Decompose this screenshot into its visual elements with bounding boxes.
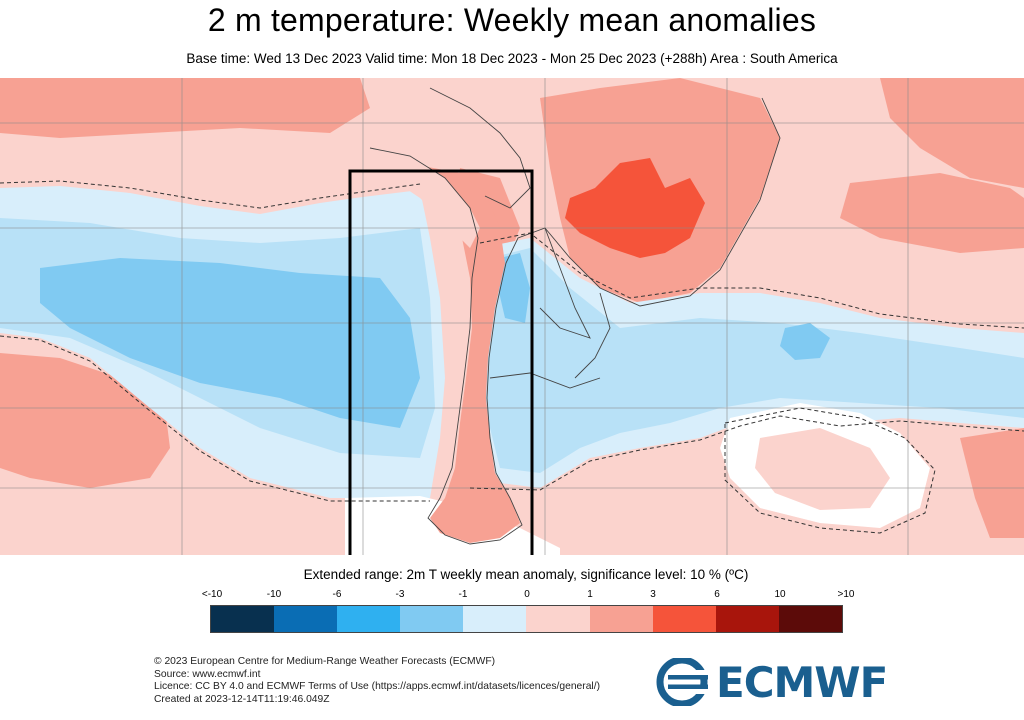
- anomaly-region-moderate-negative: [498, 253, 530, 323]
- anomaly-region-positive: [755, 428, 890, 510]
- highlight-box: [348, 169, 534, 555]
- credits-source: Source: www.ecmwf.int: [154, 668, 261, 680]
- legend-swatch: [400, 606, 464, 632]
- anomaly-region-negative: [485, 248, 1024, 473]
- legend-label: 1: [587, 589, 593, 600]
- legend-swatch: [463, 606, 527, 632]
- legend-swatch: [589, 606, 653, 632]
- legend-title: Extended range: 2m T weekly mean anomaly…: [303, 567, 749, 582]
- page-title: 2 m temperature: Weekly mean anomalies: [207, 2, 817, 38]
- legend-swatch: [652, 606, 716, 632]
- ecmwf-logo-icon: [656, 658, 710, 706]
- legend-swatch: [337, 606, 401, 632]
- ecmwf-logo-text: ECMWF: [716, 657, 888, 707]
- anomaly-region-moderate-negative: [40, 258, 420, 428]
- legend-label: 3: [650, 589, 656, 600]
- legend-label: -10: [266, 589, 282, 600]
- anomaly-region-strong-positive: [565, 158, 705, 258]
- legend-label: -1: [458, 589, 468, 600]
- credits-copyright: © 2023 European Centre for Medium-Range …: [154, 656, 496, 667]
- coastlines: [369, 87, 781, 545]
- credits-licence: Licence: CC BY 4.0 and ECMWF Terms of Us…: [154, 681, 601, 692]
- legend-swatch: [526, 606, 590, 632]
- graticule: [0, 78, 1024, 555]
- legend-label: <-10: [201, 589, 223, 600]
- anomaly-region-positive: [960, 428, 1024, 538]
- legend-label: -3: [395, 589, 405, 600]
- legend-label: 6: [714, 589, 720, 600]
- legend-labels: <-10 -10 -6 -3 -1 0 1 3 6 10 >10: [180, 589, 880, 603]
- legend-label: -6: [332, 589, 342, 600]
- legend-swatch: [715, 606, 779, 632]
- land-chile-argentina: [380, 158, 520, 543]
- legend-label: 10: [774, 589, 786, 600]
- anomaly-map: [0, 78, 1024, 555]
- credits-created: Created at 2023-12-14T11:19:46.049Z: [154, 693, 330, 705]
- legend-swatch: [211, 606, 275, 632]
- anomaly-region-positive: [0, 78, 370, 138]
- legend-label: 0: [524, 589, 530, 600]
- anomaly-region-positive: [880, 78, 1024, 188]
- legend-swatch: [778, 606, 842, 632]
- anomaly-region-positive: [840, 173, 1024, 253]
- legend-swatch: [274, 606, 338, 632]
- anomaly-region-moderate-negative: [780, 323, 830, 360]
- land-peru: [370, 148, 480, 248]
- credits: © 2023 European Centre for Medium-Range …: [154, 656, 600, 706]
- ecmwf-logo: ECMWF: [654, 657, 894, 707]
- legend-colorbar: [210, 605, 843, 633]
- legend-label: >10: [837, 589, 855, 600]
- page-subtitle: Base time: Wed 13 Dec 2023 Valid time: M…: [186, 51, 838, 66]
